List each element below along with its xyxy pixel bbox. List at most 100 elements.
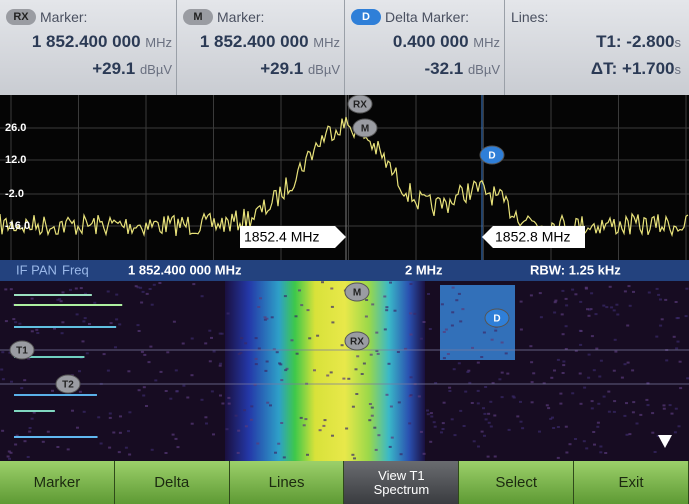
waterfall-noise — [169, 398, 172, 400]
waterfall-noise — [613, 411, 616, 413]
softkey-label: View T1 Spectrum — [361, 469, 441, 497]
waterfall-noise — [347, 378, 350, 380]
waterfall-noise — [484, 386, 487, 388]
waterfall-noise — [2, 378, 5, 380]
waterfall-noise — [552, 427, 555, 429]
waterfall-noise — [663, 404, 666, 406]
waterfall-noise — [375, 332, 378, 334]
waterfall-noise — [42, 441, 45, 443]
waterfall-noise — [28, 431, 31, 433]
waterfall-noise — [375, 449, 378, 451]
level-unit: dBµV — [140, 62, 172, 77]
softkey[interactable]: View T1 Spectrum — [344, 461, 459, 504]
waterfall-noise — [597, 403, 600, 405]
waterfall-noise — [182, 385, 185, 387]
frequency-unit: MHz — [473, 35, 500, 50]
marker-frequency: 1 852.400 000 MHz — [183, 28, 340, 55]
waterfall-noise — [109, 417, 112, 419]
waterfall-noise — [559, 403, 562, 405]
waterfall-noise — [493, 415, 496, 417]
waterfall-noise — [82, 340, 85, 342]
waterfall-noise — [623, 415, 626, 417]
waterfall-noise — [651, 412, 654, 414]
waterfall-noise — [331, 306, 334, 308]
waterfall-noise — [177, 446, 180, 448]
line-time: ΔT: +1.700s — [511, 55, 681, 82]
waterfall-noise — [413, 313, 416, 315]
waterfall-noise — [286, 368, 289, 370]
waterfall-noise — [418, 395, 421, 397]
waterfall-noise — [574, 438, 577, 440]
waterfall-noise — [482, 407, 485, 409]
waterfall-noise — [256, 443, 259, 445]
waterfall-noise — [463, 425, 466, 427]
marker-column: MMarker:1 852.400 000 MHz+29.1 dBµV — [177, 0, 345, 95]
waterfall-noise — [532, 372, 535, 374]
waterfall-noise — [430, 416, 433, 418]
waterfall-noise — [553, 370, 556, 372]
waterfall-noise — [603, 396, 606, 398]
waterfall-noise — [384, 328, 387, 330]
waterfall-noise — [368, 419, 371, 421]
waterfall-noise — [313, 369, 316, 371]
waterfall-noise — [398, 401, 401, 403]
waterfall-noise — [512, 395, 515, 397]
waterfall-noise — [614, 339, 617, 341]
waterfall-noise — [351, 454, 354, 456]
marker-label: Delta Marker: — [385, 9, 469, 25]
waterfall-noise — [669, 404, 672, 406]
waterfall-noise — [443, 402, 446, 404]
waterfall-noise — [471, 402, 474, 404]
waterfall-noise — [447, 353, 450, 355]
waterfall-noise — [107, 370, 110, 372]
waterfall-noise — [237, 452, 240, 454]
waterfall-noise — [659, 325, 662, 327]
waterfall-noise — [321, 281, 324, 283]
status-mode: IF PAN — [16, 262, 57, 277]
waterfall-noise — [605, 306, 608, 308]
waterfall-noise — [100, 443, 103, 445]
waterfall-noise — [595, 348, 598, 350]
waterfall-noise — [82, 320, 85, 322]
softkey[interactable]: Marker — [0, 461, 115, 504]
waterfall-noise — [430, 412, 433, 414]
waterfall-noise — [491, 339, 494, 341]
waterfall-band — [225, 281, 425, 461]
waterfall-noise — [591, 400, 594, 402]
waterfall-noise — [613, 309, 616, 311]
waterfall-noise — [377, 434, 380, 436]
display: 26.012.0-2.0-16.0MRXD1852.4 MHz1852.8 MH… — [0, 95, 689, 461]
softkey[interactable]: Exit — [574, 461, 689, 504]
waterfall-noise — [595, 313, 598, 315]
waterfall-noise — [385, 306, 388, 308]
softkey[interactable]: Delta — [115, 461, 230, 504]
waterfall-noise — [93, 302, 96, 304]
waterfall-noise — [250, 419, 253, 421]
waterfall-noise — [377, 353, 380, 355]
waterfall-noise — [477, 390, 480, 392]
waterfall-noise — [84, 317, 87, 319]
marker-badge-label: RX — [353, 100, 367, 111]
waterfall-noise — [353, 457, 356, 459]
waterfall-noise — [125, 447, 128, 449]
waterfall-noise — [585, 447, 588, 449]
waterfall-noise — [585, 287, 588, 289]
waterfall-noise — [1, 351, 4, 353]
waterfall-noise — [409, 312, 412, 314]
waterfall-noise — [71, 410, 74, 412]
y-axis-label: 26.0 — [5, 122, 26, 134]
waterfall-noise — [151, 449, 154, 451]
waterfall-noise — [119, 415, 122, 417]
waterfall-noise — [665, 359, 668, 361]
waterfall-noise — [441, 303, 444, 305]
softkey-label: Delta — [154, 476, 189, 490]
waterfall-noise — [212, 433, 215, 435]
waterfall-noise — [579, 301, 582, 303]
waterfall-noise — [443, 357, 446, 359]
softkey[interactable]: Lines — [230, 461, 345, 504]
softkey[interactable]: Select — [459, 461, 574, 504]
marker-badge-label: M — [353, 288, 361, 299]
waterfall-noise — [521, 427, 524, 429]
waterfall-noise — [423, 453, 426, 455]
